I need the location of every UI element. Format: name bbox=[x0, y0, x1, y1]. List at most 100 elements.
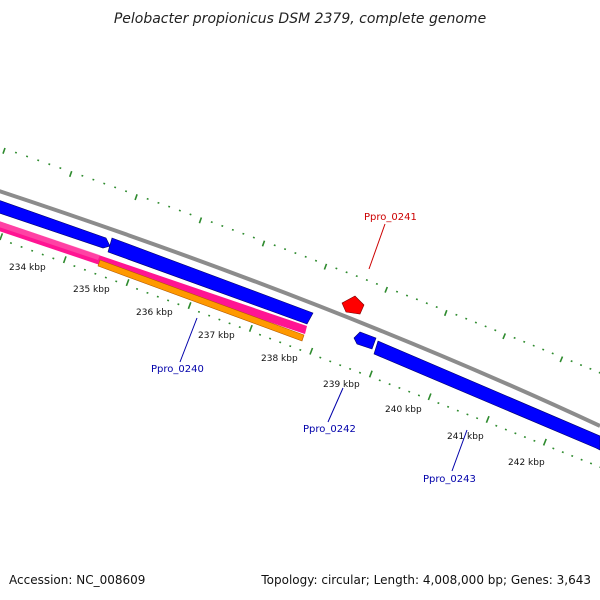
gene-label-Ppro_0243[interactable]: Ppro_0243 bbox=[423, 474, 476, 485]
ruler-minor-tick bbox=[494, 329, 497, 332]
leader-Ppro_0242 bbox=[327, 387, 344, 423]
ruler-major-tick bbox=[62, 256, 67, 264]
ruler-minor-tick bbox=[189, 213, 192, 216]
gene-label-Ppro_0241[interactable]: Ppro_0241 bbox=[364, 212, 417, 223]
ruler-minor-tick bbox=[92, 178, 95, 181]
ruler-minor-tick bbox=[52, 257, 55, 260]
ruler-minor-tick bbox=[114, 186, 117, 189]
ruler-minor-tick bbox=[166, 299, 170, 302]
tick-label: 240 kbp bbox=[385, 405, 422, 415]
ruler-minor-tick bbox=[388, 383, 391, 386]
tick-label: 241 kbp bbox=[447, 432, 484, 442]
ruler-minor-tick bbox=[570, 360, 573, 363]
ruler-minor-tick bbox=[104, 276, 107, 279]
ruler-minor-tick bbox=[579, 363, 583, 367]
ruler-minor-tick bbox=[283, 248, 287, 251]
ruler-minor-tick bbox=[571, 454, 574, 458]
tick-label: 234 kbp bbox=[9, 263, 46, 273]
tick-label: 235 kbp bbox=[73, 285, 110, 295]
gene-Ppro_0243-feature[interactable] bbox=[373, 340, 600, 451]
ruler-minor-tick bbox=[218, 318, 221, 321]
ruler-minor-tick bbox=[358, 371, 362, 374]
ruler-minor-tick bbox=[9, 242, 13, 245]
ruler-minor-tick bbox=[135, 287, 139, 290]
ruler-major-tick bbox=[427, 393, 432, 401]
ruler-major-tick bbox=[368, 370, 373, 378]
ruler-major-tick bbox=[198, 217, 203, 224]
cds-forward-long[interactable] bbox=[107, 237, 314, 325]
leader-Ppro_0243 bbox=[451, 429, 468, 472]
ruler-major-tick bbox=[0, 233, 4, 241]
ruler-minor-tick bbox=[425, 302, 428, 305]
ruler-minor-tick bbox=[81, 174, 84, 177]
tick-label: 242 kbp bbox=[508, 458, 545, 468]
ruler-minor-tick bbox=[395, 290, 399, 293]
ruler-minor-tick bbox=[25, 155, 29, 158]
ruler-minor-tick bbox=[484, 325, 487, 328]
gene-label-Ppro_0242[interactable]: Ppro_0242 bbox=[303, 424, 356, 435]
ruler-minor-tick bbox=[435, 305, 438, 309]
ruler-minor-tick bbox=[178, 209, 181, 212]
ruler-major-tick bbox=[2, 147, 6, 154]
tick-labels: 234 kbp 235 kbp 236 kbp 237 kbp 238 kbp … bbox=[9, 263, 545, 468]
ruler-minor-tick bbox=[59, 167, 62, 170]
ruler-minor-tick bbox=[168, 205, 171, 208]
tick-label: 237 kbp bbox=[198, 331, 235, 341]
orange-track[interactable] bbox=[97, 259, 305, 342]
ruler-minor-tick bbox=[299, 348, 302, 352]
feature-tracks bbox=[0, 197, 600, 451]
ruler-minor-tick bbox=[408, 390, 411, 393]
ruler-minor-tick bbox=[551, 352, 554, 355]
ruler-minor-tick bbox=[552, 447, 555, 450]
ruler-major-tick bbox=[68, 170, 73, 178]
map-title: Pelobacter propionicus DSM 2379, complet… bbox=[114, 11, 486, 27]
ruler-minor-tick bbox=[437, 401, 440, 405]
ruler-minor-tick bbox=[542, 348, 545, 351]
ruler-major-tick bbox=[502, 333, 507, 340]
ruler-minor-tick bbox=[514, 432, 517, 435]
cds-forward-left[interactable] bbox=[0, 197, 111, 249]
ruler-minor-tick bbox=[504, 428, 507, 431]
ruler-minor-tick bbox=[228, 322, 231, 325]
ruler-major-tick bbox=[187, 302, 192, 310]
ruler-minor-tick bbox=[405, 294, 409, 297]
ruler-minor-tick bbox=[208, 314, 211, 317]
ruler-minor-tick bbox=[94, 272, 97, 275]
ruler-minor-tick bbox=[355, 275, 358, 278]
ruler-minor-tick bbox=[294, 251, 297, 255]
ruler-minor-tick bbox=[398, 386, 401, 390]
ruler-minor-tick bbox=[31, 249, 34, 252]
ruler-minor-tick bbox=[156, 295, 159, 298]
ruler-major-tick bbox=[323, 263, 328, 270]
gene-Ppro_0242-feature[interactable] bbox=[353, 331, 377, 350]
ruler-minor-tick bbox=[474, 321, 478, 324]
accession-label: Accession: NC_008609 bbox=[9, 573, 146, 587]
gene-label-Ppro_0240[interactable]: Ppro_0240 bbox=[151, 364, 204, 375]
ruler-minor-tick bbox=[378, 379, 381, 382]
ruler-minor-tick bbox=[561, 451, 564, 454]
tick-label: 238 kbp bbox=[261, 354, 298, 364]
ruler-minor-tick bbox=[456, 409, 459, 412]
ruler-minor-tick bbox=[523, 435, 527, 439]
ruler-minor-tick bbox=[197, 310, 201, 313]
ruler-minor-tick bbox=[475, 417, 479, 420]
ruler-minor-tick bbox=[221, 224, 224, 228]
ruler-minor-tick bbox=[124, 190, 128, 193]
ruler-minor-tick bbox=[238, 326, 241, 329]
ruler-minor-tick bbox=[210, 221, 213, 224]
ruler-minor-tick bbox=[48, 163, 51, 166]
outer-ruler bbox=[2, 147, 600, 374]
ruler-minor-tick bbox=[417, 394, 421, 397]
ruler-minor-tick bbox=[231, 228, 234, 231]
gene-leaders bbox=[179, 223, 468, 472]
ruler-minor-tick bbox=[146, 291, 149, 294]
ruler-minor-tick bbox=[465, 317, 468, 320]
ruler-minor-tick bbox=[446, 405, 450, 408]
ruler-minor-tick bbox=[252, 236, 255, 239]
ruler-minor-tick bbox=[495, 424, 498, 427]
gene-Ppro_0241-feature[interactable] bbox=[341, 295, 365, 315]
genome-summary: Topology: circular; Length: 4,008,000 bp… bbox=[261, 573, 591, 587]
ruler-minor-tick bbox=[146, 197, 149, 200]
backbone-track bbox=[0, 189, 600, 428]
